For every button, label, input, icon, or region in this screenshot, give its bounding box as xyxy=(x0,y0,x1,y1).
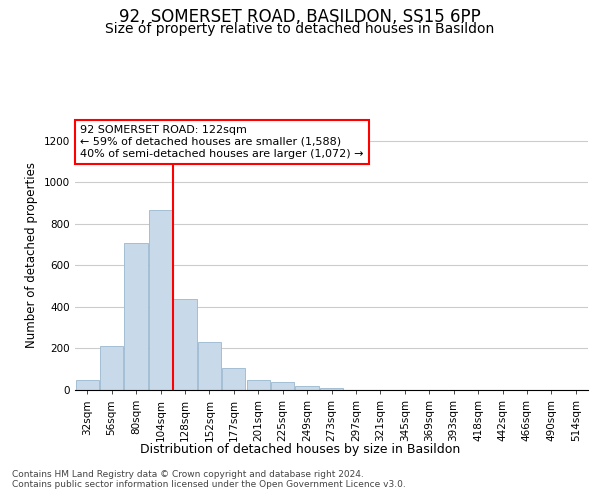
Text: 92 SOMERSET ROAD: 122sqm
← 59% of detached houses are smaller (1,588)
40% of sem: 92 SOMERSET ROAD: 122sqm ← 59% of detach… xyxy=(80,126,364,158)
Text: Size of property relative to detached houses in Basildon: Size of property relative to detached ho… xyxy=(106,22,494,36)
Bar xyxy=(295,386,319,390)
Text: Contains public sector information licensed under the Open Government Licence v3: Contains public sector information licen… xyxy=(12,480,406,489)
Bar xyxy=(124,242,148,390)
Bar xyxy=(76,380,99,390)
Bar xyxy=(271,382,294,390)
Bar xyxy=(198,342,221,390)
Bar xyxy=(320,388,343,390)
Bar xyxy=(222,368,245,390)
Bar xyxy=(173,299,197,390)
Text: Contains HM Land Registry data © Crown copyright and database right 2024.: Contains HM Land Registry data © Crown c… xyxy=(12,470,364,479)
Bar xyxy=(247,380,270,390)
Y-axis label: Number of detached properties: Number of detached properties xyxy=(25,162,38,348)
Text: Distribution of detached houses by size in Basildon: Distribution of detached houses by size … xyxy=(140,442,460,456)
Bar xyxy=(100,346,123,390)
Text: 92, SOMERSET ROAD, BASILDON, SS15 6PP: 92, SOMERSET ROAD, BASILDON, SS15 6PP xyxy=(119,8,481,26)
Bar xyxy=(149,210,172,390)
